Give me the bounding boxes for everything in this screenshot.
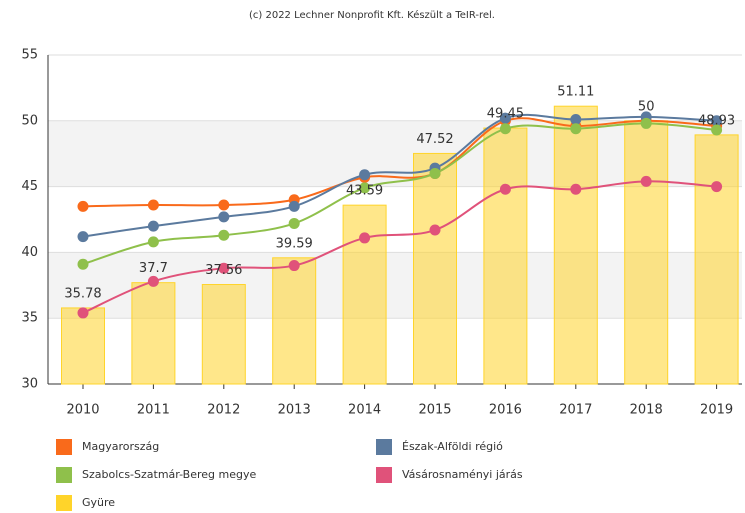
- line-point: [77, 200, 89, 212]
- bar: [553, 105, 598, 385]
- data-label: 39.59: [276, 236, 313, 251]
- line-point: [359, 169, 371, 181]
- chart-title: (c) 2022 Lechner Nonprofit Kft. Készült …: [249, 9, 495, 21]
- line-point: [711, 124, 723, 136]
- line-point: [640, 175, 652, 187]
- legend-swatch: [56, 495, 72, 511]
- line-point: [570, 123, 582, 135]
- x-tick-label: 2019: [700, 403, 733, 418]
- line: [82, 117, 717, 208]
- x-tick-label: 2011: [137, 403, 170, 418]
- line-point: [147, 220, 159, 232]
- data-label: 37.7: [139, 261, 168, 276]
- data-label: 47.52: [416, 132, 453, 147]
- x-tick-label: 2012: [207, 403, 240, 418]
- line-point: [499, 123, 511, 135]
- bar: [694, 134, 739, 385]
- line-point: [429, 167, 441, 179]
- x-tick-label: 2018: [630, 403, 663, 418]
- legend-label: Szabolcs-Szatmár-Bereg megye: [82, 468, 256, 481]
- line-point: [359, 232, 371, 244]
- line-point: [147, 199, 159, 211]
- x-tick-label: 2017: [559, 403, 592, 418]
- bar: [201, 284, 246, 385]
- data-label: 49.45: [487, 107, 524, 122]
- x-tick-label: 2010: [66, 403, 99, 418]
- legend-label: Észak-Alföldi régió: [402, 440, 503, 453]
- x-tick-label: 2014: [348, 403, 381, 418]
- bar: [342, 204, 387, 385]
- legend-swatch: [376, 439, 392, 455]
- legend-label: Vásárosnaményi járás: [402, 468, 523, 481]
- data-label: 51.11: [557, 85, 594, 100]
- legend-label: Gyüre: [82, 496, 115, 509]
- data-label: 35.78: [64, 286, 101, 301]
- line-point: [288, 200, 300, 212]
- line-point: [77, 231, 89, 243]
- y-tick-label: 45: [21, 179, 38, 194]
- line-point: [288, 260, 300, 272]
- bar: [61, 307, 105, 385]
- line-point: [218, 199, 230, 211]
- line-point: [359, 182, 371, 194]
- legend-swatch: [56, 439, 72, 455]
- bar: [413, 152, 457, 385]
- line-point: [429, 224, 441, 236]
- line-point: [218, 262, 230, 274]
- x-tick-label: 2016: [489, 403, 522, 418]
- bar: [272, 257, 317, 385]
- line-point: [711, 115, 723, 127]
- legend-label: Magyarország: [82, 440, 159, 453]
- line-point: [147, 275, 159, 287]
- y-tick-label: 30: [21, 377, 38, 392]
- line-point: [288, 217, 300, 229]
- y-tick-label: 40: [21, 245, 38, 260]
- line-point: [570, 113, 582, 125]
- line-point: [570, 183, 582, 195]
- bar: [624, 120, 669, 385]
- line-point: [499, 112, 511, 124]
- data-label: 48.93: [698, 113, 735, 128]
- line: [82, 180, 717, 314]
- y-tick-label: 55: [21, 48, 38, 63]
- line-point: [147, 236, 159, 248]
- x-tick-label: 2013: [278, 403, 311, 418]
- legend-swatch: [56, 467, 72, 483]
- line: [82, 122, 717, 266]
- y-tick-label: 35: [21, 311, 38, 326]
- y-tick-label: 50: [21, 113, 38, 128]
- line-point: [640, 117, 652, 129]
- data-label: 50: [638, 99, 655, 114]
- x-tick-label: 2015: [418, 403, 451, 418]
- legend-swatch: [376, 467, 392, 483]
- line-point: [499, 183, 511, 195]
- line-point: [711, 181, 723, 193]
- line-point: [77, 307, 89, 319]
- bar: [483, 127, 528, 385]
- line-point: [218, 211, 230, 223]
- line-point: [77, 258, 89, 270]
- data-label: 43.59: [346, 184, 383, 199]
- data-label: 37.56: [205, 263, 242, 278]
- line-point: [218, 229, 230, 241]
- bar: [131, 282, 176, 385]
- line: [82, 113, 717, 238]
